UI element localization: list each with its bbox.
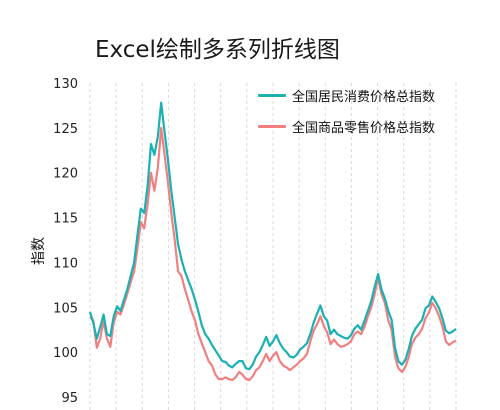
y-tick-label: 95 [61, 391, 78, 406]
y-tick-label: 120 [53, 167, 78, 182]
legend-label-rpi: 全国商品零售价格总指数 [292, 120, 436, 136]
y-tick-label: 125 [53, 122, 78, 137]
legend-swatch-rpi [258, 124, 286, 128]
y-tick-label: 105 [53, 301, 78, 316]
series-line-cpi [88, 101, 457, 371]
legend-label-cpi: 全国居民消费价格总指数 [292, 89, 436, 105]
y-tick-label: 100 [53, 346, 78, 361]
grid-lines [89, 83, 457, 410]
y-tick-label: 110 [53, 256, 78, 271]
y-tick-label: 115 [53, 212, 78, 227]
legend-item-rpi: 全国商品零售价格总指数 [258, 117, 436, 136]
chart-title: Excel绘制多系列折线图 [95, 37, 340, 63]
legend-item-cpi: 全国居民消费价格总指数 [258, 86, 436, 105]
series-line-rpi [89, 126, 457, 382]
series-lines [88, 101, 457, 382]
legend-swatch-cpi [258, 93, 286, 97]
y-tick-label: 130 [53, 77, 78, 92]
y-axis-title: 指数 [31, 237, 47, 265]
y-axis-ticks: 95 100 105 110 115 120 125 130 [53, 77, 78, 406]
